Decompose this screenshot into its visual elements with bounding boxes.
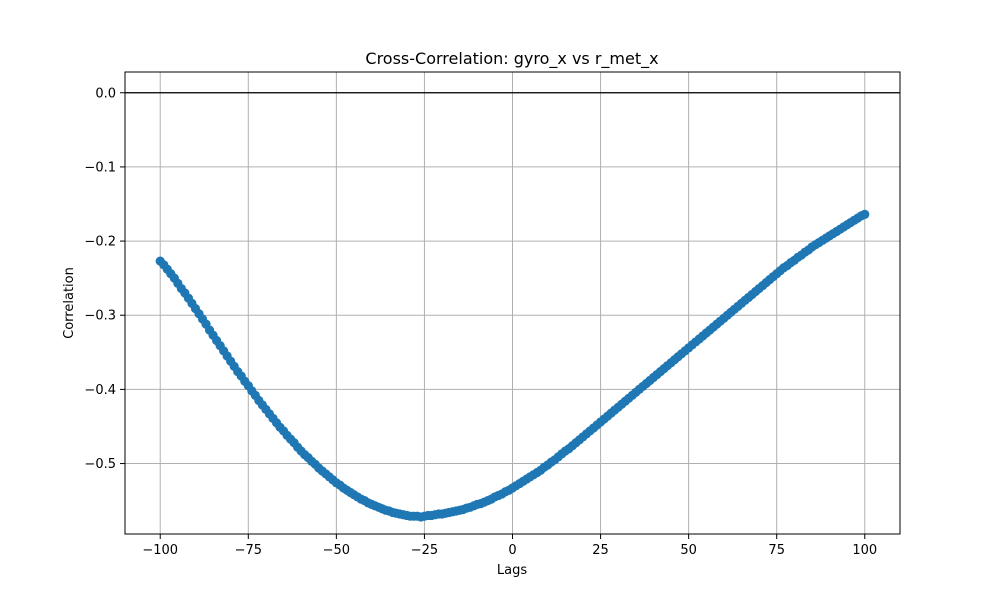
y-axis-label: Correlation xyxy=(62,267,77,339)
x-tick-label: −75 xyxy=(235,543,262,558)
x-tick-label: −25 xyxy=(411,543,438,558)
x-axis-label: Lags xyxy=(497,563,527,578)
y-tick-label: 0.0 xyxy=(95,86,116,101)
data-points xyxy=(155,209,870,522)
x-tick-label: −100 xyxy=(142,543,178,558)
data-point xyxy=(860,209,870,219)
x-tick-label: 75 xyxy=(768,543,785,558)
x-tick-label: 0 xyxy=(508,543,516,558)
y-axis-ticks: 0.0 −0.1 −0.2 −0.3 −0.4 −0.5 xyxy=(84,86,125,472)
x-tick-label: −50 xyxy=(323,543,350,558)
x-tick-label: 50 xyxy=(680,543,697,558)
x-tick-label: 100 xyxy=(852,543,877,558)
x-axis-ticks: −100 −75 −50 −25 0 25 50 75 100 xyxy=(142,534,877,558)
y-tick-label: −0.5 xyxy=(84,457,116,472)
y-tick-label: −0.2 xyxy=(84,235,116,250)
y-tick-label: −0.4 xyxy=(84,383,116,398)
x-tick-label: 25 xyxy=(592,543,609,558)
y-tick-label: −0.1 xyxy=(84,160,116,175)
y-tick-label: −0.3 xyxy=(84,309,116,324)
chart-title: Cross-Correlation: gyro_x vs r_met_x xyxy=(365,49,658,69)
